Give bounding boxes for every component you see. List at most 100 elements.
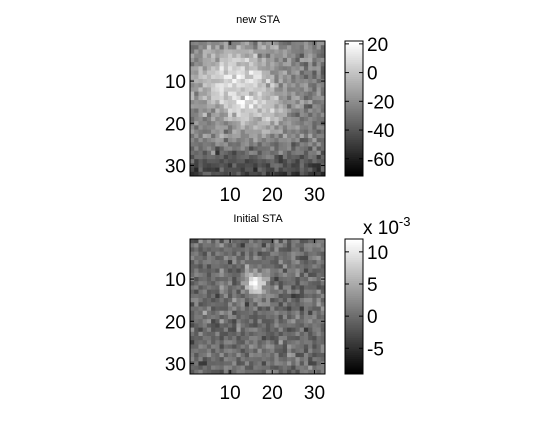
- heatmap-cell: [194, 83, 199, 88]
- heatmap-cell: [316, 348, 322, 354]
- heatmap-cell: [202, 70, 208, 76]
- colorbar-segment: [345, 49, 363, 52]
- heatmap-cell: [287, 260, 292, 265]
- heatmap-cell: [240, 108, 246, 114]
- heatmap-cell: [215, 45, 220, 50]
- heatmap-cell: [190, 116, 195, 122]
- heatmap-cell: [274, 352, 279, 358]
- colorbar-segment: [345, 346, 363, 350]
- heatmap-cell: [236, 95, 241, 101]
- heatmap-cell: [219, 319, 225, 324]
- heatmap-cell: [194, 264, 199, 269]
- heatmap-cell: [270, 159, 275, 164]
- heatmap-cell: [303, 319, 309, 324]
- heatmap-cell: [190, 302, 195, 307]
- heatmap-cell: [206, 268, 212, 274]
- heatmap-cell: [287, 78, 292, 84]
- heatmap-cell: [261, 285, 267, 290]
- colorbar-segment: [345, 159, 363, 162]
- heatmap-cell: [194, 306, 199, 312]
- heatmap-cell: [249, 239, 254, 244]
- heatmap-cell: [215, 62, 220, 67]
- heatmap-cell: [249, 255, 254, 261]
- heatmap-cell: [211, 361, 216, 366]
- heatmap-cell: [274, 357, 279, 362]
- heatmap-cell: [219, 57, 225, 63]
- heatmap-cell: [223, 83, 229, 88]
- heatmap-cell: [291, 129, 296, 135]
- heatmap-cell: [206, 260, 212, 265]
- heatmap-cell: [202, 121, 208, 126]
- heatmap-cell: [190, 129, 195, 135]
- heatmap-cell: [219, 243, 225, 248]
- heatmap-cell: [295, 167, 301, 173]
- heatmap-cell: [211, 66, 216, 71]
- heatmap-cell: [320, 293, 326, 299]
- heatmap-cell: [253, 70, 258, 76]
- heatmap-cell: [299, 163, 305, 168]
- heatmap-cell: [308, 108, 313, 114]
- heatmap-cell: [312, 352, 317, 358]
- heatmap-cell: [223, 331, 229, 337]
- heatmap-cell: [227, 62, 233, 67]
- heatmap-cell: [211, 129, 216, 135]
- heatmap-cell: [265, 104, 271, 109]
- heatmap-cell: [249, 352, 254, 358]
- heatmap-cell: [227, 251, 233, 257]
- heatmap-cell: [295, 74, 301, 80]
- heatmap-cell: [253, 319, 258, 324]
- heatmap-cell: [299, 100, 305, 105]
- heatmap-cell: [282, 159, 288, 164]
- heatmap-cell: [265, 133, 271, 139]
- heatmap-cell: [295, 285, 301, 290]
- heatmap-cell: [215, 91, 220, 97]
- heatmap-cell: [308, 159, 313, 164]
- heatmap-cell: [206, 171, 212, 177]
- heatmap-cell: [291, 323, 296, 328]
- colorbar-segment: [345, 308, 363, 312]
- heatmap-cell: [206, 264, 212, 269]
- heatmap-cell: [232, 129, 237, 135]
- heatmap-cell: [287, 41, 292, 46]
- heatmap-cell: [270, 255, 275, 261]
- heatmap-cell: [240, 70, 246, 76]
- heatmap-cell: [198, 239, 204, 244]
- heatmap-cell: [282, 100, 288, 105]
- heatmap-cell: [194, 327, 199, 333]
- heatmap-cell: [303, 163, 309, 168]
- heatmap-cell: [299, 41, 305, 46]
- heatmap-cell: [194, 138, 199, 143]
- heatmap-cell: [244, 125, 250, 130]
- heatmap-cell: [211, 125, 216, 130]
- heatmap-cell: [295, 95, 301, 101]
- heatmap-cell: [287, 167, 292, 173]
- heatmap-cell: [282, 83, 288, 88]
- heatmap-cell: [295, 243, 301, 248]
- heatmap-cell: [312, 108, 317, 114]
- heatmap-cell: [249, 150, 254, 156]
- colorbar-segment: [345, 262, 363, 265]
- heatmap-cell: [215, 154, 220, 160]
- heatmap-cell: [312, 361, 317, 366]
- heatmap-cell: [257, 323, 263, 328]
- heatmap-cell: [261, 112, 267, 118]
- heatmap-cell: [215, 239, 220, 244]
- heatmap-cell: [219, 264, 225, 269]
- heatmap-cell: [312, 112, 317, 118]
- heatmap-cell: [190, 159, 195, 164]
- heatmap-cell: [240, 138, 246, 143]
- heatmap-cell: [316, 255, 322, 261]
- heatmap-cell: [299, 121, 305, 126]
- heatmap-cell: [257, 104, 263, 109]
- heatmap-cell: [274, 108, 279, 114]
- heatmap-cell: [227, 150, 233, 156]
- heatmap-cell: [299, 327, 305, 333]
- heatmap-cell: [211, 49, 216, 55]
- heatmap-cell: [316, 167, 322, 173]
- heatmap-cell: [244, 100, 250, 105]
- heatmap-cell: [312, 159, 317, 164]
- heatmap-cell: [253, 167, 258, 173]
- heatmap-cell: [202, 352, 208, 358]
- heatmap-cell: [274, 306, 279, 312]
- heatmap-cell: [194, 108, 199, 114]
